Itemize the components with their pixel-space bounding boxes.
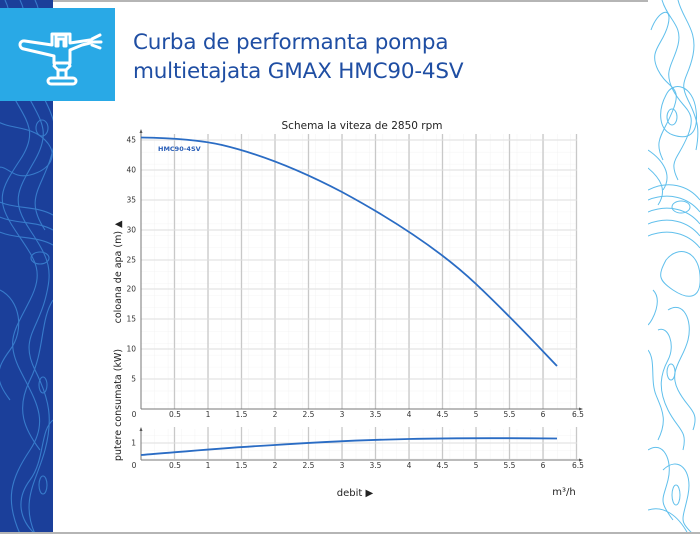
power-x-tick-6.5: 6.5: [572, 461, 584, 470]
contour-pattern-right: [648, 0, 700, 534]
head-axis-label: coloana de apa (m) ▲: [113, 220, 124, 323]
power-x-tick-0: 0: [132, 461, 137, 470]
y-tick-35: 35: [126, 196, 136, 205]
power-x-tick-4: 4: [407, 461, 412, 470]
top-border: [0, 0, 700, 2]
y-tick-45: 45: [126, 136, 136, 145]
x-tick-1.5: 1.5: [236, 410, 248, 419]
x-tick-5: 5: [474, 410, 479, 419]
power-x-tick-5: 5: [474, 461, 479, 470]
power-x-tick-3.5: 3.5: [370, 461, 382, 470]
x-tick-2: 2: [273, 410, 278, 419]
y-tick-15: 15: [126, 315, 136, 324]
x-tick-0: 0: [132, 410, 137, 419]
power-x-tick-1: 1: [206, 461, 211, 470]
x-tick-4: 4: [407, 410, 412, 419]
logo-box: [0, 8, 115, 101]
power-curve: [140, 437, 558, 456]
x-axis-label: debit ▶: [337, 488, 374, 499]
y-tick-10: 10: [126, 345, 136, 354]
power-x-tick-1.5: 1.5: [236, 461, 248, 470]
right-decorative-band: [648, 0, 700, 534]
power-x-tick-4.5: 4.5: [437, 461, 449, 470]
power-x-tick-2.5: 2.5: [303, 461, 315, 470]
head-curve: [140, 136, 558, 367]
x-tick-0.5: 0.5: [169, 410, 181, 419]
y-tick-40: 40: [126, 166, 136, 175]
y-tick-5: 5: [131, 375, 136, 384]
power-y-tick-1: 1: [131, 439, 136, 448]
power-x-tick-0.5: 0.5: [169, 461, 181, 470]
x-tick-5.5: 5.5: [504, 410, 516, 419]
page-title: Curba de performanta pompa multietajata …: [133, 28, 464, 86]
power-x-tick-5.5: 5.5: [504, 461, 516, 470]
head-plot: 45 40 35 30 25 20 15 10 5 0 0.5 1 1.5 2 …: [113, 129, 584, 419]
y-tick-20: 20: [126, 285, 136, 294]
power-plot: 1 0 0.5 1 1.5 2 2.5 3 3.5 4 4.5 5 5.5 6 …: [113, 349, 584, 470]
x-axis-unit: m³/h: [552, 487, 575, 498]
x-tick-2.5: 2.5: [303, 410, 315, 419]
x-tick-6: 6: [541, 410, 546, 419]
series-label: HMC90-4SV: [158, 145, 201, 153]
title-line-1: Curba de performanta pompa: [133, 30, 449, 55]
x-tick-1: 1: [206, 410, 211, 419]
y-tick-25: 25: [126, 256, 136, 265]
x-tick-6.5: 6.5: [572, 410, 584, 419]
power-x-tick-2: 2: [273, 461, 278, 470]
y-tick-30: 30: [126, 226, 136, 235]
sprinkler-icon: [18, 32, 103, 86]
power-axis-label: putere consumata (kW): [113, 349, 124, 461]
power-x-tick-3: 3: [340, 461, 345, 470]
x-tick-3.5: 3.5: [370, 410, 382, 419]
x-tick-4.5: 4.5: [437, 410, 449, 419]
title-line-2: multietajata GMAX HMC90-4SV: [133, 59, 464, 84]
chart-title: Schema la viteza de 2850 rpm: [282, 120, 443, 132]
power-x-tick-6: 6: [541, 461, 546, 470]
bottom-border: [0, 532, 700, 534]
x-tick-3: 3: [340, 410, 345, 419]
